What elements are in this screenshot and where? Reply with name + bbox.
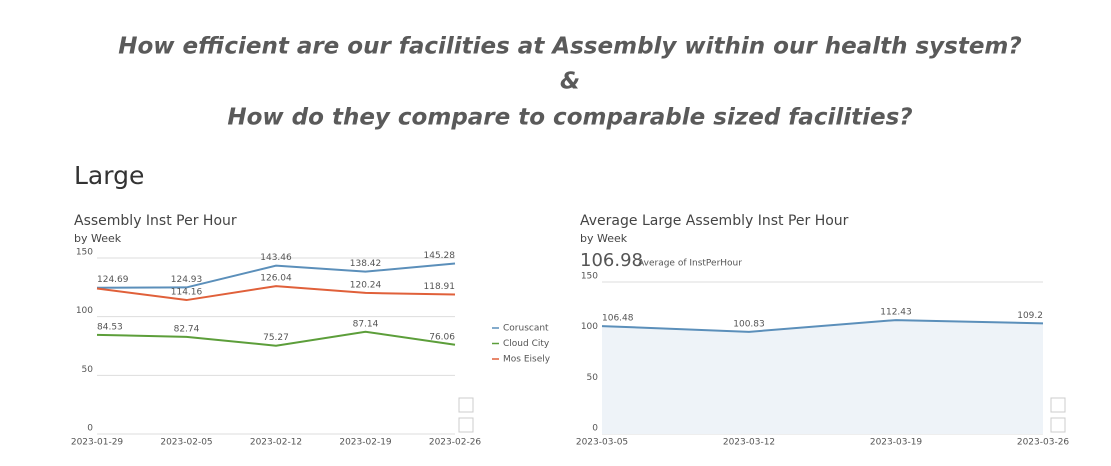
x-tick-label: 2023-03-12 <box>723 438 775 448</box>
zoom-in[interactable] <box>1050 397 1066 413</box>
data-label: 87.14 <box>353 319 379 329</box>
x-tick-label: 2023-03-26 <box>1017 438 1070 448</box>
area <box>602 320 1043 434</box>
x-tick-label: 2023-01-29 <box>71 438 124 448</box>
x-tick-label: 2023-02-26 <box>429 438 482 448</box>
y-tick-label: 100 <box>581 322 598 332</box>
data-label: 76.06 <box>429 332 455 342</box>
line <box>601 319 1044 333</box>
kpi-label: Average of InstPerHour <box>638 259 742 269</box>
data-label: 145.28 <box>424 251 456 261</box>
data-label: 138.42 <box>350 259 382 269</box>
y-tick-label: 50 <box>587 373 599 383</box>
data-label: 114.16 <box>171 288 203 298</box>
data-label: 124.93 <box>171 275 203 285</box>
zoom-out[interactable] <box>458 417 474 433</box>
page-question: How efficient are our facilities at Asse… <box>118 34 1021 60</box>
y-tick-label: 100 <box>76 306 93 316</box>
data-label: 100.83 <box>733 319 765 329</box>
data-label: 109.2 <box>1017 311 1043 321</box>
legend-label: Cloud City <box>503 339 550 349</box>
line <box>96 285 456 302</box>
zoom-out[interactable] <box>1050 417 1066 433</box>
chart-subtitle: by Week <box>74 232 122 245</box>
legend-label: Mos Eisely <box>503 355 551 365</box>
data-label: 118.91 <box>424 282 456 292</box>
data-label: 82.74 <box>174 324 200 334</box>
kpi-value: 106.98 <box>580 250 643 271</box>
data-label: 120.24 <box>350 280 382 290</box>
data-label: 124.69 <box>97 275 129 285</box>
y-tick-label: 0 <box>87 424 93 434</box>
data-label: 106.48 <box>602 314 634 324</box>
data-label: 84.53 <box>97 322 123 332</box>
zoom-controls[interactable] <box>458 397 1066 433</box>
x-tick-label: 2023-03-19 <box>870 438 923 448</box>
chart-title: Assembly Inst Per Hour <box>74 213 237 229</box>
chart-title: Average Large Assembly Inst Per Hour <box>580 213 849 229</box>
page-question: & <box>560 69 580 95</box>
x-tick-label: 2023-02-12 <box>250 438 302 448</box>
x-tick-label: 2023-03-05 <box>576 438 628 448</box>
x-tick-label: 2023-02-05 <box>160 438 212 448</box>
y-tick-label: 150 <box>581 272 598 282</box>
page-question: How do they compare to comparable sized … <box>227 105 912 131</box>
x-tick-label: 2023-02-19 <box>339 438 392 448</box>
data-label: 112.43 <box>880 308 912 318</box>
line <box>96 262 456 289</box>
data-label: 143.46 <box>260 253 292 263</box>
legend-label: Coruscant <box>503 324 549 334</box>
section-heading: Large <box>74 161 144 190</box>
y-tick-label: 150 <box>76 248 93 258</box>
chart-subtitle: by Week <box>580 232 628 245</box>
y-tick-label: 50 <box>82 365 94 375</box>
data-label: 75.27 <box>263 333 289 343</box>
data-label: 126.04 <box>260 274 292 284</box>
line <box>96 330 456 347</box>
y-tick-label: 0 <box>592 424 598 434</box>
zoom-in[interactable] <box>458 397 474 413</box>
